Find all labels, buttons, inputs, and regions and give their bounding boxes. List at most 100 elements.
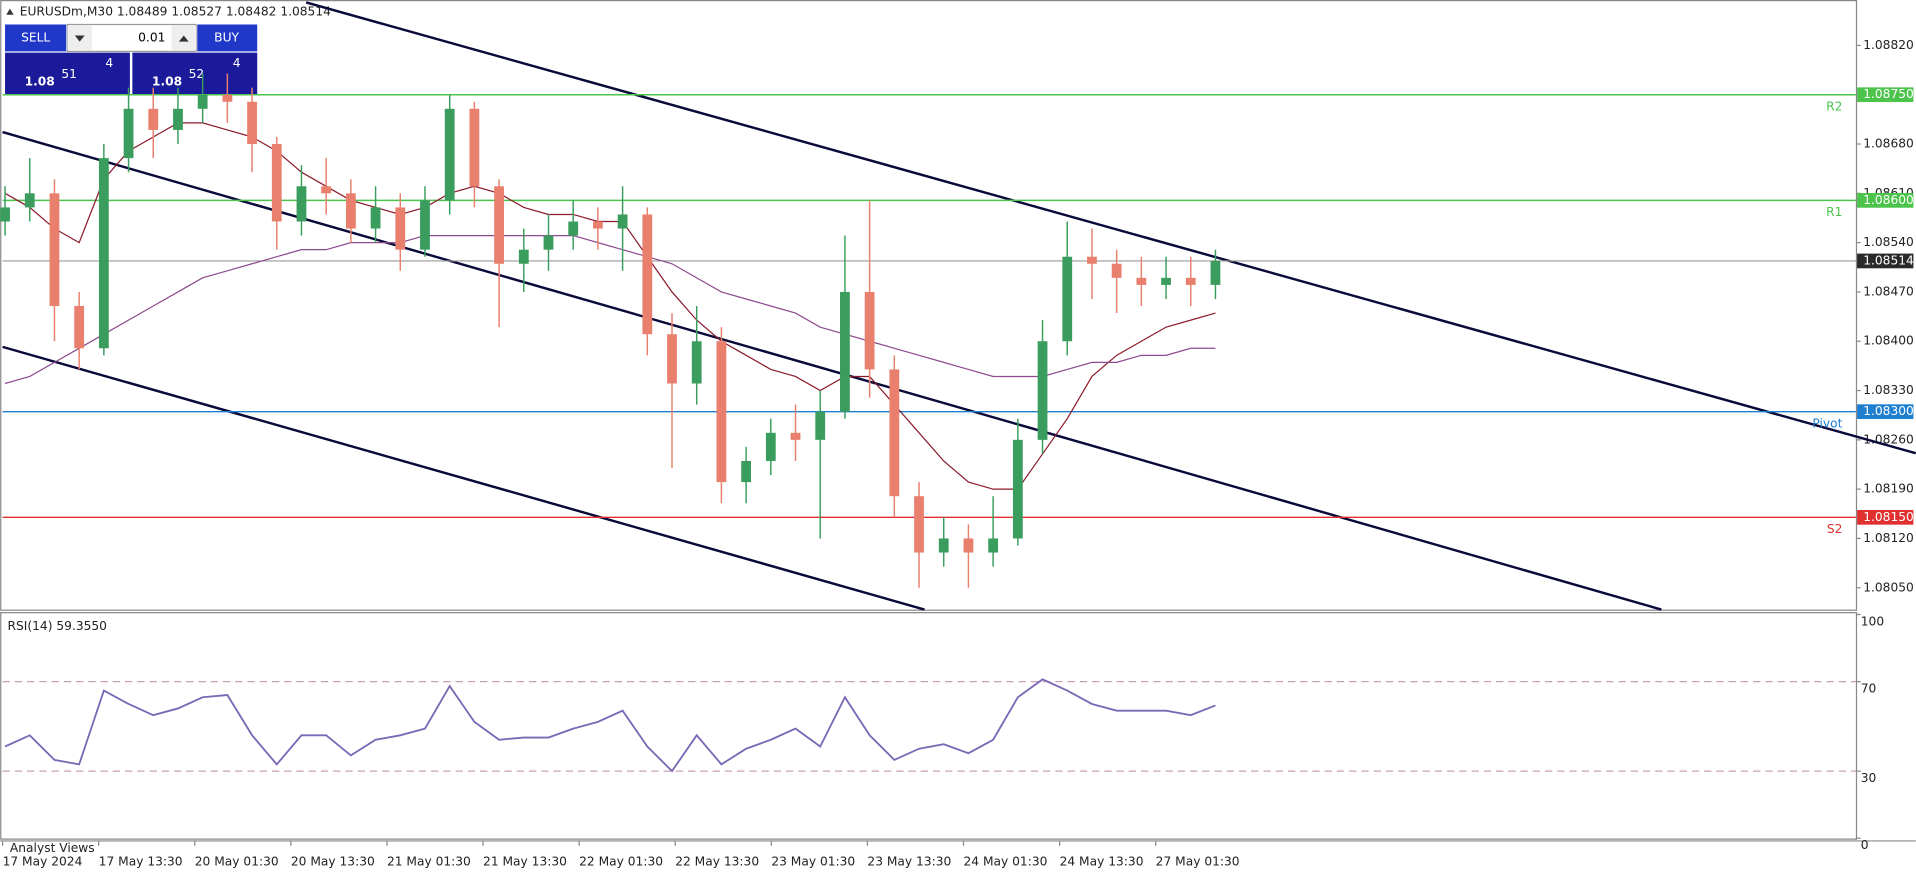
y-tick-label: 70 bbox=[1861, 681, 1877, 695]
candle-body bbox=[345, 193, 356, 229]
bid-box[interactable] bbox=[5, 52, 130, 96]
x-tick-label: 23 May 01:30 bbox=[771, 854, 855, 868]
level-tag bbox=[1857, 193, 1914, 208]
x-tick-label: 27 May 01:30 bbox=[1156, 854, 1240, 868]
y-tick-label: 1.08680 bbox=[1863, 137, 1914, 151]
y-tick-label: 1.08400 bbox=[1863, 334, 1914, 348]
y-tick-label: 0 bbox=[1861, 838, 1869, 852]
candle-body bbox=[864, 291, 875, 370]
candle-body bbox=[914, 496, 924, 553]
candle-body bbox=[271, 144, 282, 222]
candle-body bbox=[1136, 277, 1147, 285]
candle-body bbox=[518, 249, 529, 264]
candle-body bbox=[988, 538, 999, 553]
candle-body bbox=[741, 460, 752, 483]
y-tick-label: 1.08470 bbox=[1863, 284, 1914, 298]
y-tick-label: 1.08120 bbox=[1863, 531, 1914, 545]
candle-body bbox=[617, 214, 628, 229]
buy-button[interactable] bbox=[197, 24, 258, 52]
current-price-tag bbox=[1857, 253, 1914, 269]
rsi-line bbox=[4, 678, 1216, 773]
buy-label: BUY bbox=[214, 30, 239, 44]
x-tick-label: 21 May 01:30 bbox=[387, 854, 471, 868]
candle-body bbox=[197, 94, 208, 109]
level-tag bbox=[1857, 509, 1914, 525]
candle-body bbox=[173, 108, 183, 130]
current-price-label: 1.08514 bbox=[1863, 253, 1914, 267]
plot bbox=[0, 1, 1916, 611]
y-tick-label: 1.08260 bbox=[1863, 432, 1914, 446]
candle-body bbox=[296, 186, 307, 222]
candle-body bbox=[840, 291, 850, 412]
candle-body bbox=[469, 108, 480, 187]
y-tick-label: 100 bbox=[1861, 614, 1884, 628]
price-panel bbox=[0, 0, 1858, 611]
x-tick-label: 17 May 2024 bbox=[3, 854, 83, 868]
y-tick-label: 1.08540 bbox=[1863, 235, 1914, 249]
candle-body bbox=[0, 207, 10, 222]
y-tick-label: 1.08820 bbox=[1863, 38, 1914, 52]
candle-body bbox=[716, 341, 727, 483]
level-label: 1.08600 bbox=[1863, 193, 1914, 207]
level-label: 1.08150 bbox=[1863, 510, 1914, 524]
up-icon bbox=[178, 35, 189, 42]
candle-body bbox=[395, 207, 406, 250]
ask-pip: 4 bbox=[233, 56, 241, 70]
candle-body bbox=[642, 214, 653, 335]
candle-body bbox=[938, 538, 949, 553]
down-icon bbox=[74, 35, 85, 42]
rsi-title: RSI(14) 59.3550 bbox=[7, 619, 106, 633]
ask-digits: 52 bbox=[189, 67, 205, 81]
candle-body bbox=[1062, 256, 1073, 342]
x-tick-label: 20 May 13:30 bbox=[291, 854, 375, 868]
collapse-icon[interactable] bbox=[6, 8, 14, 15]
x-tick-label: 22 May 13:30 bbox=[675, 854, 759, 868]
level-label: 1.08750 bbox=[1863, 87, 1914, 101]
bid-digits: 51 bbox=[61, 67, 77, 81]
candle-body bbox=[1185, 277, 1196, 285]
level-name: R2 bbox=[1826, 99, 1842, 113]
candle-body bbox=[247, 101, 257, 145]
moving-average bbox=[4, 234, 1216, 385]
sell-label: SELL bbox=[21, 30, 50, 44]
x-tick-label: 17 May 13:30 bbox=[99, 854, 183, 868]
bid-big: 1.08 bbox=[25, 75, 55, 89]
level-tag bbox=[1857, 87, 1914, 103]
x-tick-label: 24 May 13:30 bbox=[1060, 854, 1144, 868]
y-tick-label: 30 bbox=[1861, 771, 1877, 785]
analyst-tab[interactable]: Analyst Views bbox=[10, 841, 95, 855]
x-tick-label: 22 May 01:30 bbox=[579, 854, 663, 868]
candle-body bbox=[1012, 439, 1023, 539]
candle-body bbox=[790, 432, 801, 440]
candle-body bbox=[420, 200, 430, 250]
level-name: Pivot bbox=[1812, 416, 1842, 430]
candle-body bbox=[148, 108, 159, 130]
candle-body bbox=[444, 108, 455, 201]
candle-body bbox=[963, 538, 974, 553]
candle-body bbox=[765, 432, 776, 461]
trade-panel: SELL 0.01 BUY 1.08 51 4 1.08 52 4 bbox=[5, 23, 258, 96]
candle-body bbox=[123, 108, 134, 159]
candle-body bbox=[568, 221, 579, 236]
candle-body bbox=[667, 334, 677, 384]
candle-body bbox=[24, 193, 35, 208]
sell-button[interactable] bbox=[5, 24, 67, 52]
level-label: 1.08300 bbox=[1863, 404, 1914, 418]
candle-body bbox=[543, 235, 554, 250]
candle-body bbox=[1161, 277, 1171, 285]
candle-body bbox=[1111, 263, 1122, 278]
y-tick-label: 1.08190 bbox=[1863, 482, 1914, 496]
y-tick-label: 1.08050 bbox=[1863, 580, 1914, 594]
candle-body bbox=[49, 193, 60, 307]
candle-body bbox=[1210, 260, 1221, 285]
level-name: R1 bbox=[1826, 205, 1842, 219]
y-tick-label: 1.08330 bbox=[1863, 383, 1914, 397]
lot-value: 0.01 bbox=[138, 30, 165, 44]
x-tick-label: 20 May 01:30 bbox=[195, 854, 279, 868]
trend-line bbox=[2, 345, 925, 611]
candle-body bbox=[593, 221, 603, 229]
candle-body bbox=[691, 341, 702, 384]
level-tag bbox=[1857, 404, 1914, 420]
